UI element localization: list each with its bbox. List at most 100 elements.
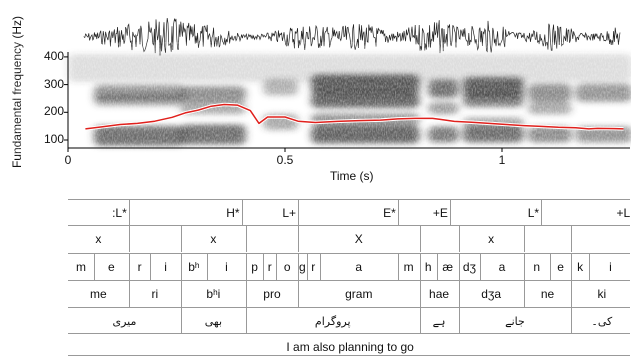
tier-cell: h [424,260,432,274]
spectrogram-plot [64,17,631,152]
tier-cell: X [354,232,363,246]
tier-cell: ki [597,287,607,301]
tier-boundary [571,254,573,280]
pitch-track [85,102,624,131]
tier-cell: m [76,260,87,274]
tier-boundary [319,254,321,280]
tier-boundary [397,254,399,280]
tier-boundary [480,254,482,280]
tier-boundary [128,200,130,226]
tier-cell: a [498,260,506,274]
tier-boundary [298,281,300,307]
waveform [83,17,621,56]
tier-cell: g [299,260,306,274]
tier-cell: r [267,260,272,274]
waveform-trace [83,17,621,56]
tier-cell: میری [112,314,137,328]
tier-boundary [180,226,182,252]
tier-boundary [571,281,573,307]
tier-cell: pro [263,287,281,301]
tier-boundary [245,254,247,280]
tier-cell: ہے [432,314,446,328]
tier-cell: ne [540,287,555,301]
tier-cell: جانے [505,314,525,328]
tier-boundary [419,281,421,307]
tier-boundary [245,281,247,307]
tier-translation: I am also planning to go [68,333,630,360]
tier-boundary [523,254,525,280]
tier-boundary [571,308,573,334]
tier-cell: r [137,260,142,274]
tier-urdu: میری بھی پروگرام ہے جانے کی۔ [68,307,630,334]
tier-boundary [397,200,399,226]
tier-cell: I am also planning to go [286,340,414,354]
tier-cell: i [164,260,167,274]
tier-cell: hae [429,287,450,301]
tier-boundary [206,254,208,280]
tier-cell [571,226,631,252]
tier-cell: me [90,287,107,301]
tier-boundary [263,254,265,280]
x-axis-label: Time (s) [330,169,374,183]
tier-cell: +E [432,206,448,220]
tier-boundary [549,254,551,280]
tier-boundary [298,200,300,226]
tier-boundary [306,254,308,280]
y-tick-label: 100 [43,132,64,146]
tier-boundary [150,254,152,280]
tier-cell [129,226,181,252]
tier-cell: dʒa [481,287,502,301]
x-tick-label: 0 [64,153,72,167]
tier-boundary [298,226,300,252]
tier-phones: m e r i bʰ i p r o g r a m h æ dʒ a n e k i [68,253,630,280]
tier-cell: E* [383,206,396,220]
tier-boundary [436,254,438,280]
tier-boundary [541,200,543,226]
tier-cell: i [225,260,228,274]
tier-cell: r [311,260,316,274]
tier-cell: æ [442,260,454,274]
tier-tones: :L* H* L+ E* +E L* +L [68,199,630,226]
tier-boundary [458,226,460,252]
tier-cell: o [283,260,291,274]
tier-boundary [276,254,278,280]
tier-cell: e [108,260,115,274]
tier-cell [420,226,459,252]
tier-cell: x [210,232,217,246]
tier-cell: L+ [282,206,296,220]
tier-boundary [588,254,590,280]
tier-cell: L* [527,206,540,220]
tier-cell: dʒ [462,260,477,274]
tier-boundary [449,200,451,226]
tier-cell: کی۔ [591,314,613,328]
tier-cell [246,226,298,252]
tier-boundary [180,254,182,280]
tier-cell: x [488,232,495,246]
tier-cell: a [355,260,363,274]
tier-cell: e [557,260,564,274]
pitch-track-line [85,103,624,130]
tier-cell: bʰ [188,260,200,274]
tier-cell: H* [226,206,240,220]
tier-boundary [180,308,182,334]
tier-cell: +L [616,206,631,220]
tier-boundary [245,308,247,334]
tier-boundary [419,254,421,280]
tier-cell: gram [345,287,373,301]
tier-cell: بھی [204,314,223,328]
tier-boundary [419,308,421,334]
tier-boundary [458,281,460,307]
tier-boundary [458,308,460,334]
tier-cell: n [533,260,541,274]
tier-boundary [298,254,300,280]
tier-cell: p [251,260,258,274]
tier-boundary [523,226,525,252]
tier-syllables: me ri bʰi pro gram hae dʒa ne ki [68,280,630,307]
tier-cell [524,226,572,252]
tier-cell: :L* [112,206,127,220]
x-tick-label: 1 [498,153,506,167]
y-tick-label: 200 [43,104,64,119]
tier-cell: x [95,232,102,246]
